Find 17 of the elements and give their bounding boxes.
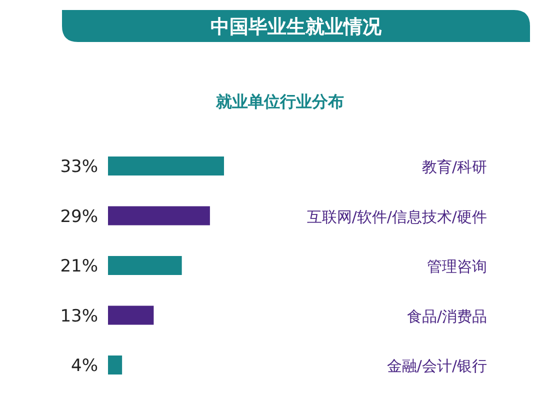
bar: [108, 256, 182, 275]
y-tick-label: 互联网/软件/信息技术/硬件: [306, 208, 487, 226]
data-label: 33%: [60, 157, 98, 177]
bar: [108, 356, 122, 374]
y-tick-label: 教育/科研: [422, 158, 487, 176]
y-tick-label: 金融/会计/银行: [386, 357, 487, 375]
data-label: 21%: [60, 256, 98, 276]
bar: [108, 306, 154, 325]
bar: [108, 156, 224, 176]
data-label: 4%: [71, 356, 98, 376]
data-label: 13%: [60, 306, 98, 326]
data-label: 29%: [60, 206, 98, 227]
text: 中国毕业生就业情况: [210, 16, 382, 38]
text: 就业单位行业分布: [215, 92, 344, 111]
bar: [108, 206, 210, 226]
y-tick-label: 食品/消费品: [406, 307, 487, 326]
y-tick-label: 管理咨询: [427, 258, 487, 276]
